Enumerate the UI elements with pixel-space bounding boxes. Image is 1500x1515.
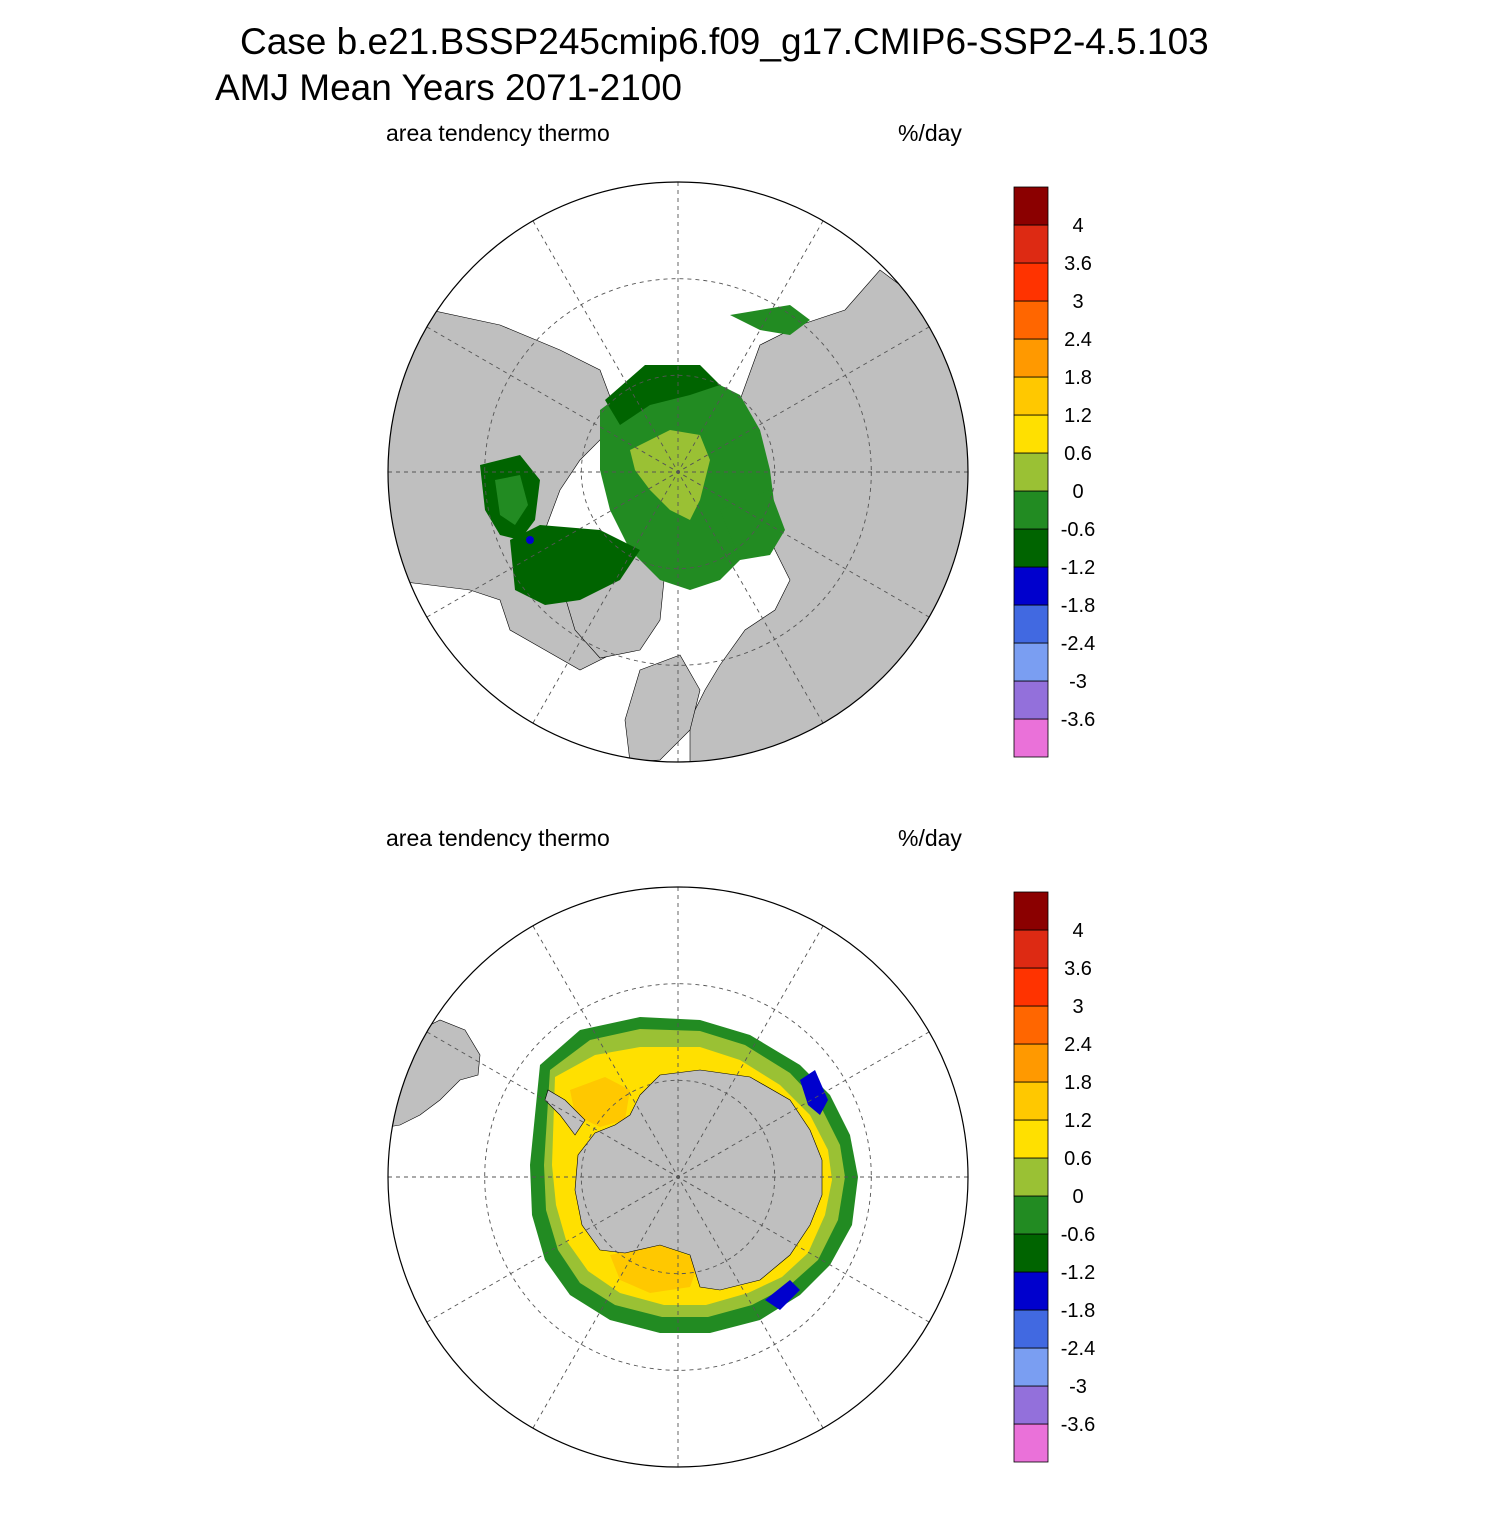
north-field-arctic-light <box>630 430 710 520</box>
north-colorbar-swatch <box>1013 376 1049 416</box>
south-graticule <box>388 887 968 1467</box>
north-colorbar-label: 0 <box>1072 481 1083 503</box>
south-colorbar-label: 0 <box>1072 1186 1083 1208</box>
south-land-peninsula <box>544 1089 586 1136</box>
north-colorbar-label: 1.8 <box>1064 367 1092 389</box>
north-colorbar-swatch <box>1013 490 1049 530</box>
north-field-blue-spot <box>526 536 534 544</box>
south-colorbar-swatch <box>1013 1043 1049 1083</box>
south-polar-map <box>387 886 969 1468</box>
south-colorbar-swatch <box>1013 1385 1049 1425</box>
south-land-antarctica <box>574 1069 823 1291</box>
north-colorbar-label: -1.8 <box>1061 595 1095 617</box>
north-field-hudson-inner <box>495 475 528 525</box>
north-colorbar-swatch <box>1013 414 1049 454</box>
south-colorbar-swatch <box>1013 1271 1049 1311</box>
north-colorbar-label: 3.6 <box>1064 253 1092 275</box>
north-colorbar-label: 0.6 <box>1064 443 1092 465</box>
north-colorbar-swatch <box>1013 604 1049 644</box>
south-colorbar-label: 4 <box>1072 920 1083 942</box>
south-colorbar-label: 1.2 <box>1064 1110 1092 1132</box>
south-polar-map-panel: -3.6 -3 -2.4 -1.8 -1.2 -0.6 0 0.6 1.2 1.8 2.4 3 3.6 4 <box>387 886 1095 1468</box>
south-colorbar-label: 2.4 <box>1064 1034 1092 1056</box>
south-colorbar-swatch <box>1013 1233 1049 1273</box>
north-field-arctic-dark <box>605 365 720 425</box>
south-field-blue-east <box>800 1070 828 1115</box>
north-colorbar-swatch <box>1013 718 1049 758</box>
north-colorbar-label: -2.4 <box>1061 633 1095 655</box>
north-colorbar-label: -1.2 <box>1061 557 1095 579</box>
north-polar-map-panel: -3.6 -3 -2.4 -1.8 -1.2 -0.6 0 0.6 1.2 1.8 2.4 3 3.6 4 <box>387 181 1095 763</box>
north-colorbar-swatch <box>1013 262 1049 302</box>
south-colorbar-swatch <box>1013 1309 1049 1349</box>
north-colorbar-label: 1.2 <box>1064 405 1092 427</box>
south-colorbar-swatch <box>1013 967 1049 1007</box>
south-variable-label: area tendency thermo <box>386 825 610 851</box>
south-map-border <box>387 886 969 1468</box>
north-colorbar-label: -3.6 <box>1061 709 1095 731</box>
north-field-barents <box>720 490 785 560</box>
north-land-europe <box>624 654 701 762</box>
north-colorbar-label: 4 <box>1072 215 1083 237</box>
south-colorbar-swatch <box>1013 1423 1049 1463</box>
south-colorbar-swatch <box>1013 1005 1049 1045</box>
north-colorbar-swatch <box>1013 680 1049 720</box>
south-colorbar-label: -1.2 <box>1061 1262 1095 1284</box>
south-colorbar-label: -2.4 <box>1061 1338 1095 1360</box>
north-colorbar-label: 3 <box>1072 291 1083 313</box>
south-colorbar: -3.6 -3 -2.4 -1.8 -1.2 -0.6 0 0.6 1.2 1.8 2.4 3 3.6 4 <box>1013 891 1095 1463</box>
south-field-orange-weddell <box>570 1077 630 1127</box>
south-colorbar-label: -0.6 <box>1061 1224 1095 1246</box>
south-colorbar-swatch <box>1013 1195 1049 1235</box>
north-colorbar-label: -3 <box>1069 671 1087 693</box>
north-colorbar-swatch <box>1013 452 1049 492</box>
south-colorbar-label: 3.6 <box>1064 958 1092 980</box>
south-colorbar-swatch <box>1013 1347 1049 1387</box>
south-colorbar-swatch <box>1013 1081 1049 1121</box>
north-units-label: %/day <box>898 120 962 146</box>
south-colorbar-swatch <box>1013 891 1049 931</box>
north-colorbar-swatch <box>1013 186 1049 226</box>
south-colorbar-label: 1.8 <box>1064 1072 1092 1094</box>
north-colorbar-swatch <box>1013 566 1049 606</box>
north-colorbar-swatch <box>1013 300 1049 340</box>
south-colorbar-label: -3 <box>1069 1376 1087 1398</box>
north-colorbar-swatch <box>1013 338 1049 378</box>
south-colorbar-label: -3.6 <box>1061 1414 1095 1436</box>
figure-title-line1: Case b.e21.BSSP245cmip6.f09_g17.CMIP6-SS… <box>240 21 1209 62</box>
north-field-labrador <box>510 525 640 605</box>
south-field-orange-ross <box>610 1245 700 1293</box>
north-map-border <box>387 181 969 763</box>
north-variable-label: area tendency thermo <box>386 120 610 146</box>
south-field-blue-southeast <box>765 1280 800 1310</box>
figure-title-line2: AMJ Mean Years 2071-2100 <box>215 67 682 108</box>
south-colorbar-label: 3 <box>1072 996 1083 1018</box>
south-colorbar-label: 0.6 <box>1064 1148 1092 1170</box>
north-colorbar-swatch <box>1013 528 1049 568</box>
south-colorbar-swatch <box>1013 1119 1049 1159</box>
south-colorbar-swatch <box>1013 929 1049 969</box>
north-field-bering <box>730 305 810 335</box>
north-colorbar-swatch <box>1013 224 1049 264</box>
south-colorbar-swatch <box>1013 1157 1049 1197</box>
north-colorbar-label: 2.4 <box>1064 329 1092 351</box>
north-colorbar: -3.6 -3 -2.4 -1.8 -1.2 -0.6 0 0.6 1.2 1.8 2.4 3 3.6 4 <box>1013 186 1095 758</box>
north-polar-map <box>387 181 969 763</box>
south-colorbar-label: -1.8 <box>1061 1300 1095 1322</box>
south-units-label: %/day <box>898 825 962 851</box>
north-colorbar-label: -0.6 <box>1061 519 1095 541</box>
north-colorbar-swatch <box>1013 642 1049 682</box>
north-graticule <box>388 182 968 762</box>
